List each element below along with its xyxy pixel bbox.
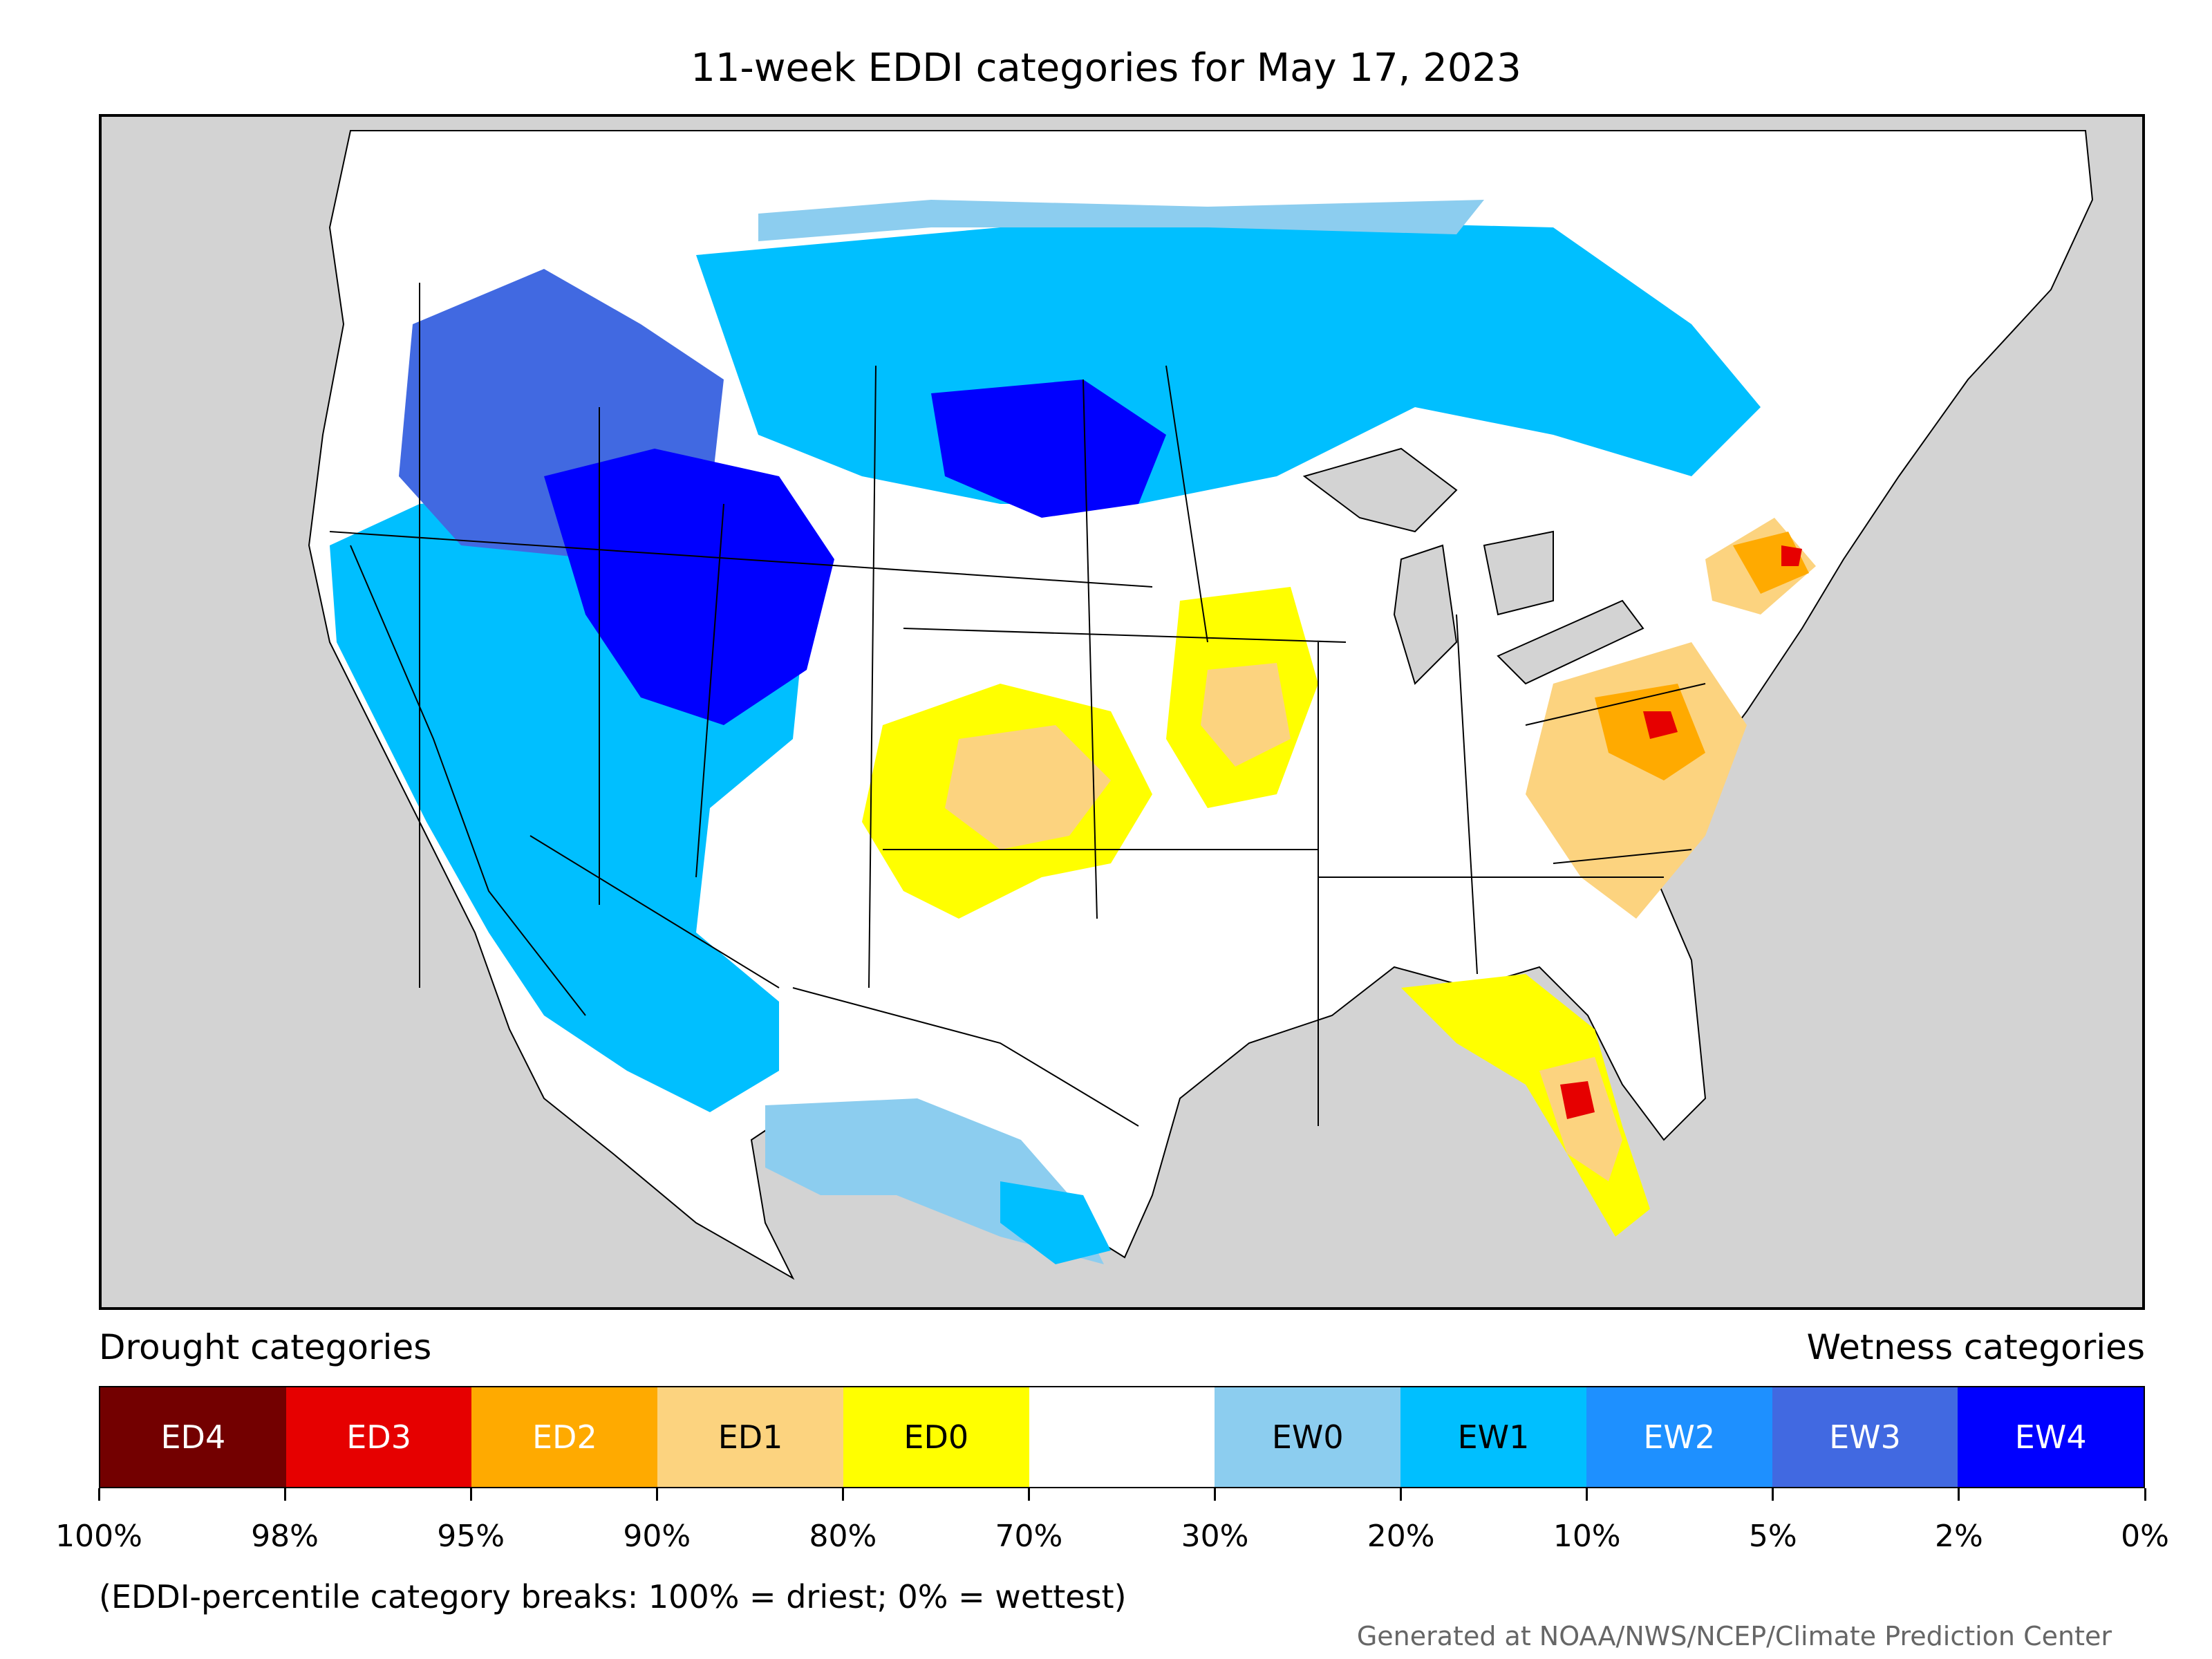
region-ed3-new-england bbox=[1781, 545, 1802, 566]
credit-line: Generated at NOAA/NWS/NCEP/Climate Predi… bbox=[1356, 1621, 2112, 1651]
colorbar-cell-ed3: ED3 bbox=[285, 1387, 472, 1487]
region-ed3-florida bbox=[1560, 1081, 1595, 1119]
tick-label: 90% bbox=[623, 1519, 691, 1554]
tick-mark bbox=[2144, 1488, 2146, 1501]
category-colorbar: ED4 ED3 ED2 ED1 ED0 EW0 EW1 EW2 EW3 EW4 bbox=[99, 1386, 2145, 1488]
drought-categories-label: Drought categories bbox=[99, 1327, 432, 1367]
region-ew4-north-dakota bbox=[931, 379, 1166, 518]
percentile-ticks: 100% 98% 95% 90% 80% 70% 30% 20% 10% 5% 2% 0% bbox=[55, 1488, 2169, 1554]
colorbar-cell-ed1: ED1 bbox=[657, 1387, 843, 1487]
tick-label: 100% bbox=[55, 1519, 142, 1554]
tick-label: 30% bbox=[1181, 1519, 1249, 1554]
colorbar-cell-ed2: ED2 bbox=[471, 1387, 658, 1487]
map-canvas bbox=[308, 130, 2094, 1280]
tick-label: 95% bbox=[437, 1519, 505, 1554]
colorbar-cell-ew3: EW3 bbox=[1772, 1387, 1958, 1487]
tick-label: 0% bbox=[2121, 1519, 2169, 1554]
tick-mark bbox=[469, 1488, 472, 1501]
region-ew4-rockies bbox=[544, 449, 834, 725]
colorbar-cell-ew2: EW2 bbox=[1586, 1387, 1772, 1487]
region-ed1-missouri bbox=[1201, 663, 1291, 767]
tick-label: 2% bbox=[1935, 1519, 1983, 1554]
colorbar-cell-ed4: ED4 bbox=[100, 1387, 286, 1487]
category-breaks-note: (EDDI-percentile category breaks: 100% =… bbox=[99, 1578, 1127, 1615]
tick-mark bbox=[283, 1488, 286, 1501]
region-ed3-virginia bbox=[1643, 711, 1678, 739]
colorbar-cell-ew0: EW0 bbox=[1215, 1387, 1401, 1487]
tick-mark bbox=[1772, 1488, 1774, 1501]
map-frame bbox=[99, 114, 2145, 1310]
colorbar-cell-ew1: EW1 bbox=[1400, 1387, 1586, 1487]
tick-label: 80% bbox=[809, 1519, 877, 1554]
region-ew0-north bbox=[758, 200, 1484, 241]
region-ed1-kansas bbox=[945, 725, 1111, 850]
tick-mark bbox=[1958, 1488, 1960, 1501]
tick-label: 5% bbox=[1748, 1519, 1797, 1554]
colorbar-cell-neutral bbox=[1029, 1387, 1215, 1487]
region-ew1-south-texas bbox=[1000, 1181, 1111, 1264]
tick-label: 70% bbox=[995, 1519, 1063, 1554]
colorbar-cell-ed0: ED0 bbox=[843, 1387, 1029, 1487]
tick-mark bbox=[1027, 1488, 1030, 1501]
tick-label: 20% bbox=[1367, 1519, 1435, 1554]
state-borders bbox=[329, 283, 1706, 1127]
figure-title: 11-week EDDI categories for May 17, 2023 bbox=[691, 46, 1521, 91]
tick-mark bbox=[655, 1488, 658, 1501]
wetness-categories-label: Wetness categories bbox=[1806, 1327, 2145, 1367]
great-lakes bbox=[1302, 447, 1644, 685]
tick-mark bbox=[1214, 1488, 1217, 1501]
region-ed0-southeast bbox=[1401, 974, 1650, 1237]
tick-mark bbox=[97, 1488, 100, 1501]
tick-mark bbox=[1400, 1488, 1403, 1501]
region-ed1-florida bbox=[1539, 1057, 1622, 1181]
tick-label: 10% bbox=[1553, 1519, 1621, 1554]
tick-mark bbox=[1586, 1488, 1588, 1501]
colorbar-cell-ew4: EW4 bbox=[1958, 1387, 2144, 1487]
tick-mark bbox=[841, 1488, 844, 1501]
tick-label: 98% bbox=[251, 1519, 319, 1554]
